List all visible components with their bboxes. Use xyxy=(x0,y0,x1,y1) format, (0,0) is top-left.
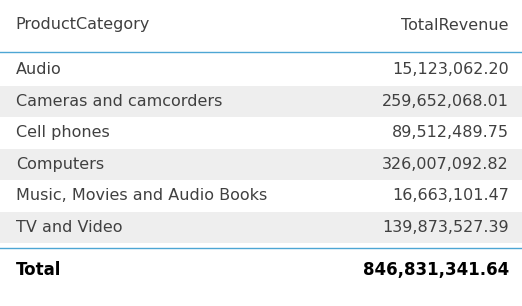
Bar xyxy=(0,148,522,180)
Text: 846,831,341.64: 846,831,341.64 xyxy=(363,261,509,279)
Text: Computers: Computers xyxy=(16,157,104,172)
Text: 15,123,062.20: 15,123,062.20 xyxy=(392,62,509,77)
Bar xyxy=(0,85,522,117)
Text: Audio: Audio xyxy=(16,62,62,77)
Text: 16,663,101.47: 16,663,101.47 xyxy=(392,188,509,203)
Bar xyxy=(0,211,522,243)
Text: TV and Video: TV and Video xyxy=(16,220,122,235)
Text: 139,873,527.39: 139,873,527.39 xyxy=(382,220,509,235)
Text: ProductCategory: ProductCategory xyxy=(16,17,150,32)
Text: Total: Total xyxy=(16,261,61,279)
Text: 326,007,092.82: 326,007,092.82 xyxy=(382,157,509,172)
Text: 259,652,068.01: 259,652,068.01 xyxy=(382,94,509,109)
Text: Cameras and camcorders: Cameras and camcorders xyxy=(16,94,222,109)
Text: Cell phones: Cell phones xyxy=(16,125,110,140)
Text: TotalRevenue: TotalRevenue xyxy=(401,17,509,32)
Text: 89,512,489.75: 89,512,489.75 xyxy=(392,125,509,140)
Text: Music, Movies and Audio Books: Music, Movies and Audio Books xyxy=(16,188,267,203)
